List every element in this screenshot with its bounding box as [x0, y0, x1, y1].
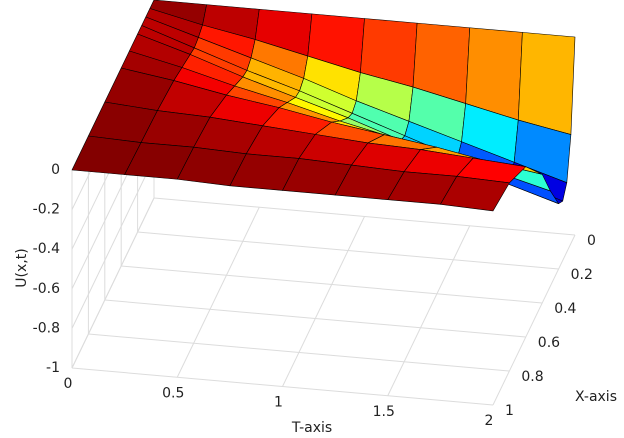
- surface: [71, 0, 576, 212]
- z-tick-label: -0.8: [33, 320, 60, 336]
- t-tick-label: 1: [274, 395, 283, 411]
- grid-line: [492, 234, 576, 406]
- grid-line: [387, 225, 471, 396]
- x-tick-label: 0.8: [521, 369, 543, 385]
- grid-line: [71, 197, 155, 369]
- grid-line: [71, 158, 155, 329]
- x-tick-label: 1: [505, 403, 514, 419]
- z-tick-label: -0.6: [33, 281, 60, 297]
- grid-line: [71, 367, 494, 406]
- x-tick-label: 0.6: [538, 335, 560, 351]
- x-tick-label: 0: [587, 233, 596, 249]
- x-tick-label: 0.2: [571, 267, 593, 283]
- grid-line: [88, 333, 510, 372]
- z-tick-label: 0: [51, 162, 60, 178]
- z-axis-label: U(x,t): [14, 248, 30, 287]
- t-tick-label: 0: [64, 376, 73, 392]
- t-axis-label: T-axis: [291, 420, 332, 436]
- z-tick-label: -0.2: [33, 202, 60, 218]
- t-tick-label: 0.5: [162, 385, 184, 401]
- grid-line: [282, 216, 365, 387]
- grid-line: [121, 265, 543, 304]
- t-tick-label: 2: [485, 413, 494, 429]
- grid-line: [137, 231, 559, 270]
- surface-patch: [440, 175, 510, 212]
- z-tick-label: -0.4: [33, 241, 60, 257]
- grid-line: [104, 299, 526, 338]
- grid-line: [153, 197, 576, 236]
- x-tick-label: 0.4: [554, 301, 576, 317]
- t-tick-label: 1.5: [373, 404, 395, 420]
- surface-patch: [517, 32, 576, 135]
- labels: U(x,t) T-axis X-axis: [14, 248, 617, 436]
- z-tick-label: -1: [46, 360, 60, 376]
- grid-line: [176, 207, 260, 378]
- x-axis-label: X-axis: [575, 389, 617, 405]
